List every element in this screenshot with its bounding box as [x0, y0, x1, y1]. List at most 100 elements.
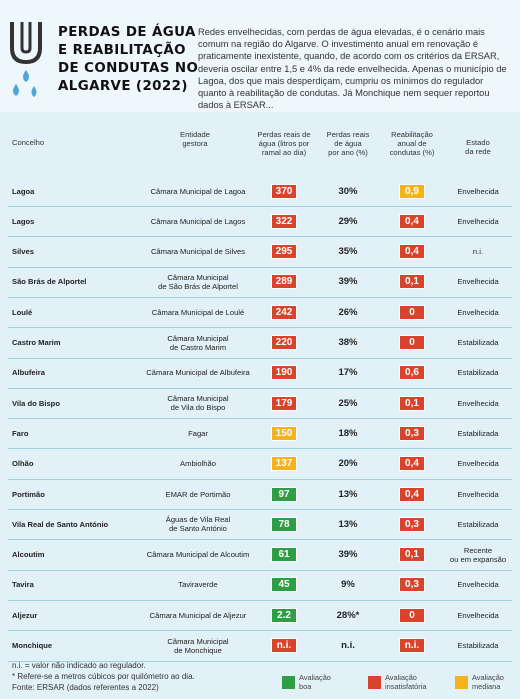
column-header: Perdas reais de água por ano (%)	[326, 130, 370, 157]
reab-cell: 0,3	[380, 509, 444, 539]
reab-cell: 0,4	[380, 237, 444, 267]
entidade: Câmara Municipal de Loulé	[151, 307, 245, 317]
concelho: Silves	[12, 247, 34, 257]
table-row: São Brás de Alportel Câmara Municipal de …	[8, 267, 512, 298]
entidade: Câmara Municipal de Aljezur	[149, 610, 247, 620]
concelho: Aljezur	[12, 610, 38, 620]
reab-cell: 0,3	[380, 418, 444, 448]
reab-cell: 0,6	[380, 358, 444, 388]
reab-cell: 0,1	[380, 267, 444, 297]
reab-cell: 0,3	[380, 570, 444, 600]
perdas-cell: 150	[252, 418, 316, 448]
reab-cell: 0	[380, 600, 444, 630]
reab-cell: 0,4	[380, 449, 444, 479]
perdas-ano: 30%	[338, 185, 358, 197]
perdas-cell: 220	[252, 328, 316, 358]
perdas-cell: 370	[252, 176, 316, 206]
column-headers: Concelho Entidade gestora Perdas reais de …	[0, 130, 520, 170]
intro: Redes envelhecidas, com perdas de água e…	[198, 27, 507, 111]
notes: n.i. = valor não indicado ao regulador. *…	[12, 660, 195, 693]
table-row: Monchique Câmara Municipal de Monchique n.…	[8, 631, 512, 662]
entidade: Fagar	[188, 428, 208, 438]
column-header: Estado da rede	[465, 138, 491, 156]
table-row: Lagos Câmara Municipal de Lagos 322 29% 0,4 E…	[8, 206, 512, 238]
perdas-cell: 2.2	[252, 600, 316, 630]
perdas-cell: 289	[252, 267, 316, 297]
reab-badge: 0	[399, 335, 425, 350]
legend-label: Avaliação boa	[299, 673, 331, 691]
legend-label: Avaliação mediana	[472, 673, 504, 691]
reab-cell: 0,4	[380, 206, 444, 236]
perdas-ano: 29%	[338, 215, 358, 227]
perdas-ano: 18%	[338, 427, 358, 439]
table-row: Vila do Bispo Câmara Municipal de Vila do…	[8, 388, 512, 420]
perdas-ano: 20%	[338, 458, 358, 470]
estado: Estabilizada	[457, 641, 499, 650]
estado: Estabilizada	[457, 338, 499, 347]
reab-badge: 0,4	[399, 213, 425, 229]
perdas-badge: 295	[271, 244, 297, 260]
table-row: Castro Marim Câmara Municipal de Castro M…	[8, 328, 512, 359]
legend-swatch	[368, 676, 381, 689]
perdas-badge: 220	[271, 335, 297, 350]
entidade: Câmara Municipal de Vila do Bispo	[167, 394, 229, 413]
perdas-cell: 242	[252, 297, 316, 327]
perdas-ano: 25%	[338, 397, 358, 409]
reab-cell: 0,1	[380, 540, 444, 570]
concelho: Monchique	[12, 641, 53, 650]
concelho: Portimão	[12, 489, 45, 499]
legend-label: Avaliação insatisfatória	[385, 673, 427, 691]
perdas-ano: 9%	[341, 579, 355, 591]
perdas-cell: 179	[252, 388, 316, 418]
concelho: Vila do Bispo	[12, 398, 60, 408]
note: n.i. = valor não indicado ao regulador.	[12, 661, 146, 670]
perdas-cell: 45	[252, 570, 316, 600]
perdas-ano: 35%	[338, 246, 358, 258]
estado: Envelhecida	[457, 489, 499, 499]
table-row: Silves Câmara Municipal de Silves 295 35% 0,…	[8, 237, 512, 268]
perdas-ano: 13%	[338, 518, 358, 530]
note: * Refere-se a metros cúbicos por quilóme…	[12, 672, 195, 681]
entidade: Câmara Municipal de Silves	[150, 247, 246, 257]
concelho: Albufeira	[12, 368, 45, 378]
entidade: Câmara Municipal de Lagos	[150, 216, 246, 226]
reab-badge: 0	[399, 607, 425, 623]
reab-badge: 0,3	[399, 577, 425, 593]
perdas-badge: 150	[271, 425, 297, 441]
perdas-ano: 17%	[338, 367, 358, 379]
perdas-cell: 190	[252, 358, 316, 388]
column-header: Concelho	[12, 138, 45, 147]
estado: Envelhecida	[457, 216, 499, 226]
table-row: Albufeira Câmara Municipal de Albufeira 19…	[8, 358, 512, 389]
entidade: Águas de Vila Real de Santo António	[165, 515, 231, 534]
reab-cell: 0	[380, 328, 444, 358]
header: PERDAS DE ÁGUA E REABILITAÇÃO DE CONDUTA…	[0, 0, 520, 112]
concelho: Olhão	[12, 459, 34, 469]
note: Fonte: ERSAR (dados referentes a 2022)	[12, 683, 159, 692]
perdas-badge: n.i.	[271, 638, 297, 653]
concelho: São Brás de Alportel	[12, 277, 87, 287]
estado: Estabilizada	[457, 428, 499, 438]
perdas-cell: 97	[252, 479, 316, 509]
concelho: Lagos	[12, 216, 35, 226]
table-row: Lagoa Câmara Municipal de Lagoa 370 30% 0,9 E…	[8, 176, 512, 207]
perdas-cell: n.i.	[252, 631, 316, 661]
reab-badge: n.i.	[399, 638, 425, 653]
reab-badge: 0,4	[399, 456, 425, 472]
column-header: Reabilitação anual de condutas (%)	[389, 130, 435, 157]
estado: Recente ou em expansão	[449, 545, 507, 564]
estado: Envelhecida	[457, 307, 499, 317]
reab-cell: 0,1	[380, 388, 444, 418]
perdas-badge: 242	[271, 304, 297, 320]
perdas-badge: 322	[271, 213, 297, 229]
perdas-badge: 289	[271, 274, 297, 290]
concelho: Vila Real de Santo António	[12, 519, 109, 529]
perdas-badge: 190	[271, 365, 297, 381]
table-row: Vila Real de Santo António Águas de Vila …	[8, 509, 512, 541]
reab-badge: 0,1	[399, 547, 425, 563]
perdas-badge: 45	[271, 577, 297, 593]
concelho: Faro	[12, 428, 29, 438]
perdas-ano: 38%	[338, 337, 358, 348]
legend-swatch	[282, 676, 295, 689]
perdas-badge: 97	[271, 486, 297, 502]
